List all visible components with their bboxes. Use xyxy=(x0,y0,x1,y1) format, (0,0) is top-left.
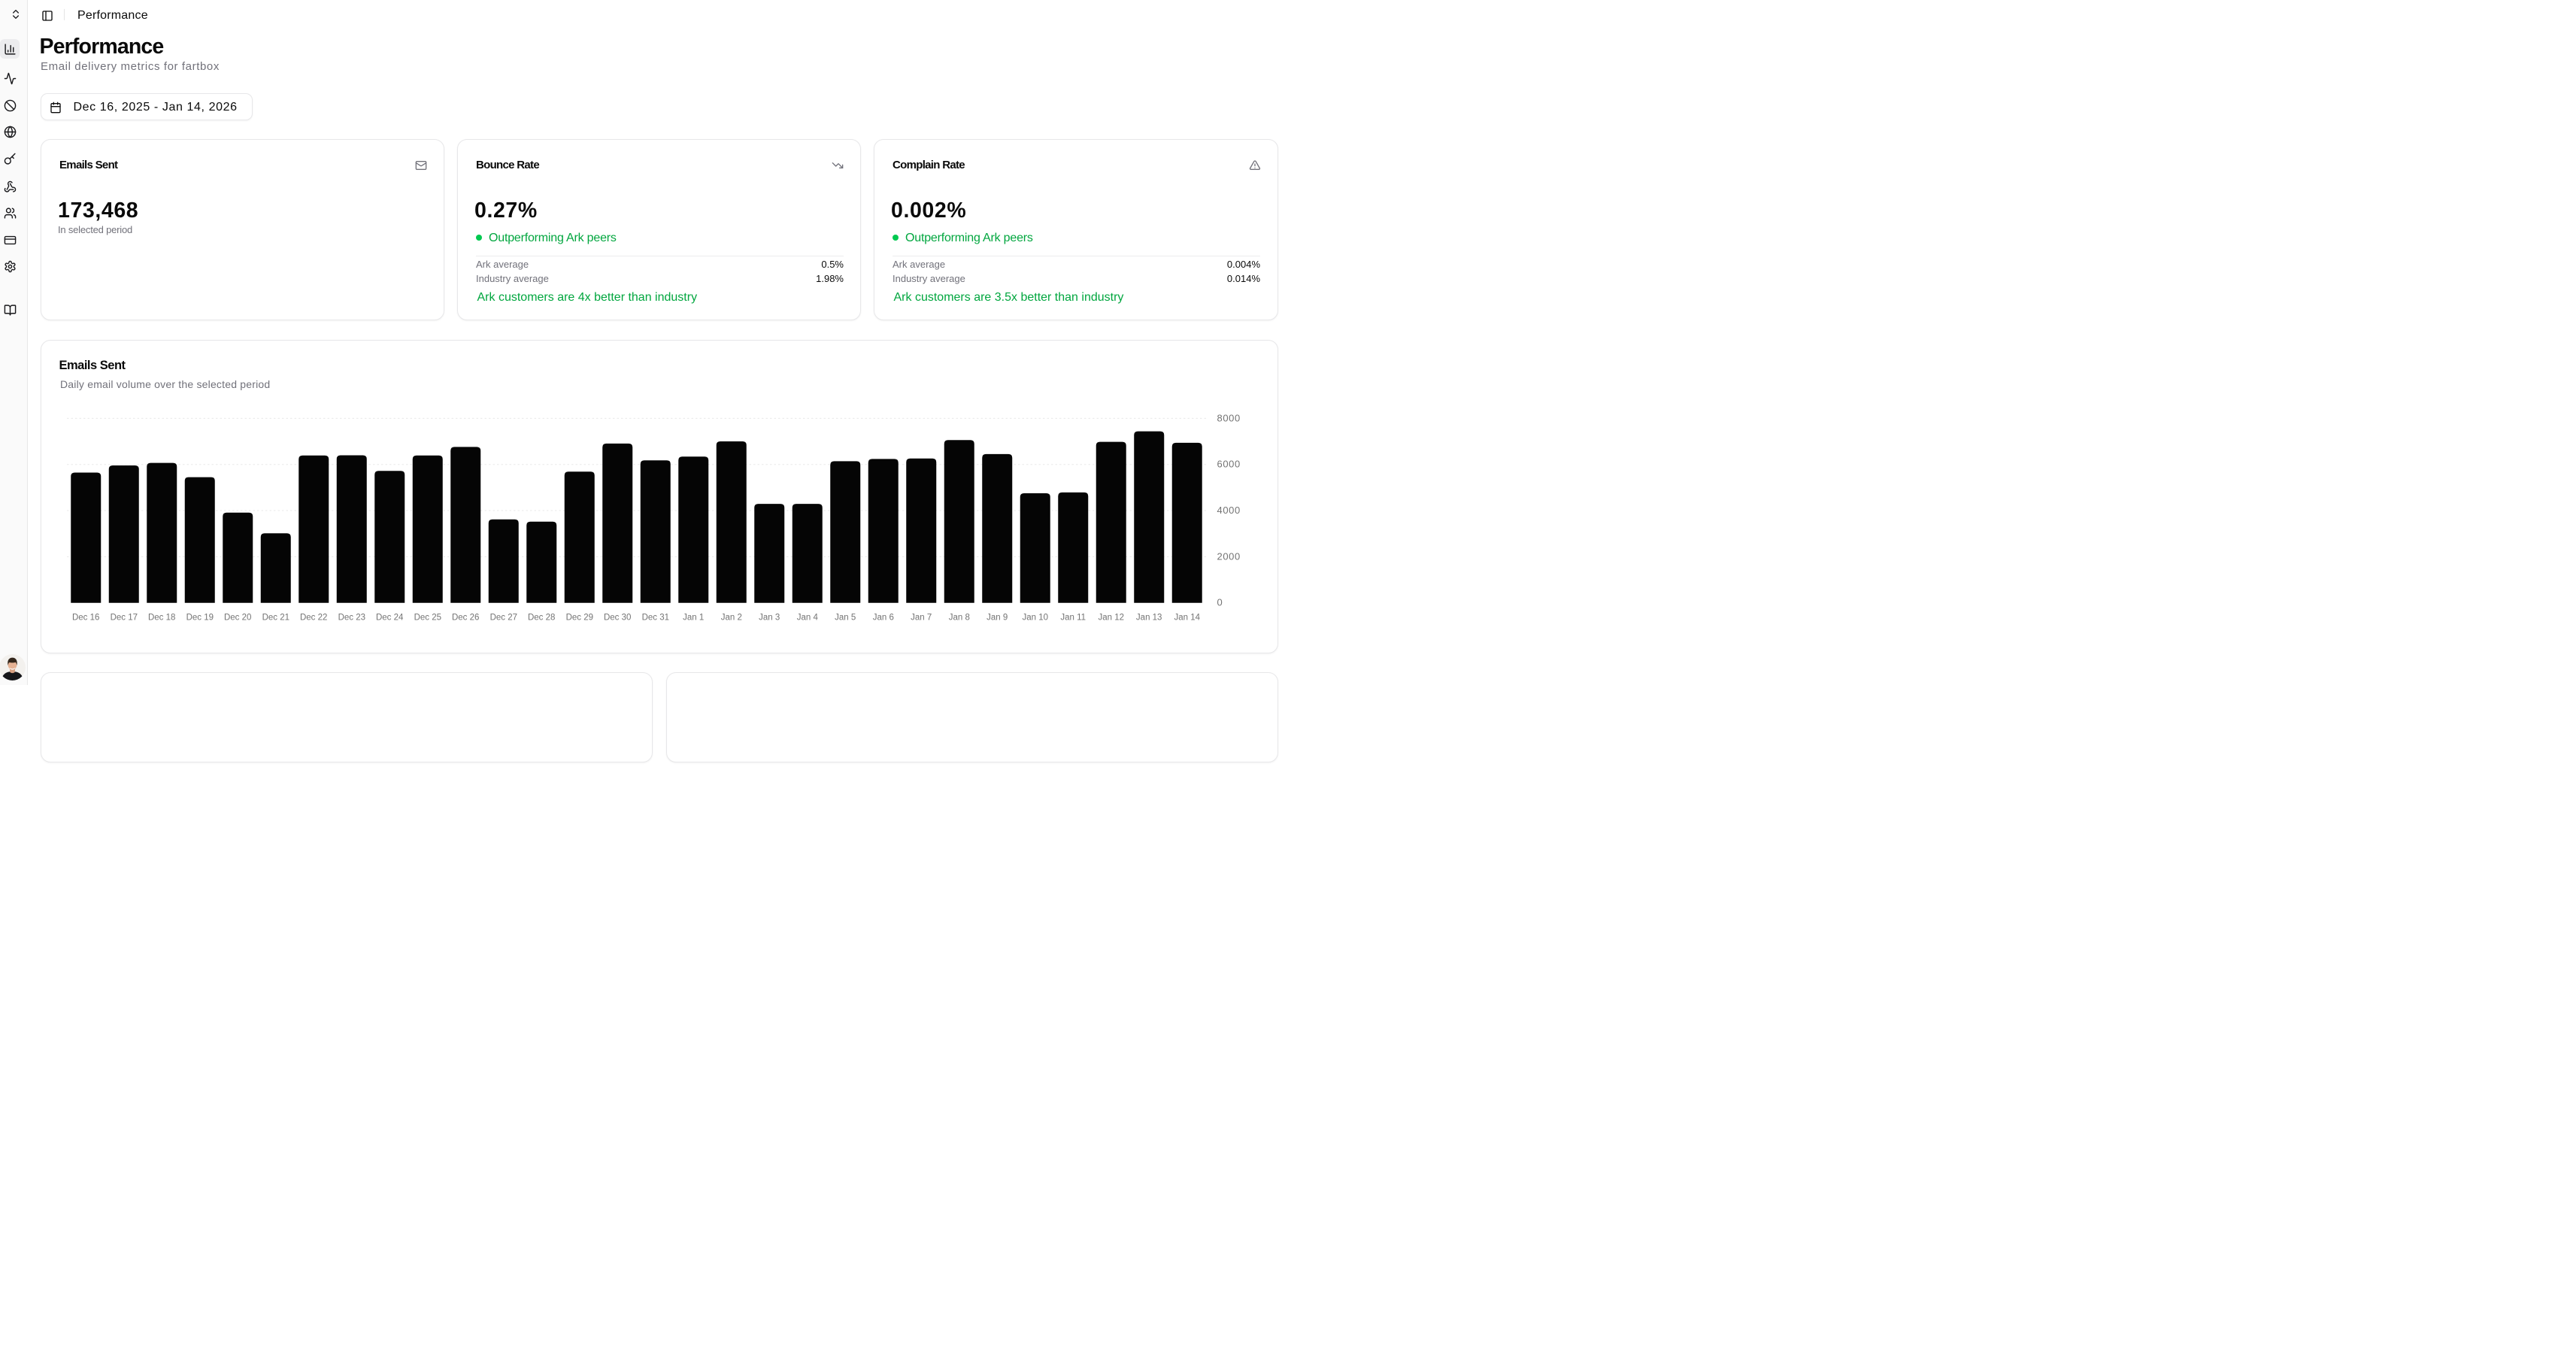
svg-text:0: 0 xyxy=(1217,596,1223,608)
svg-text:Dec 24: Dec 24 xyxy=(376,613,404,622)
svg-text:Jan 13: Jan 13 xyxy=(1136,613,1162,622)
svg-text:Jan 5: Jan 5 xyxy=(835,613,856,622)
svg-text:Dec 26: Dec 26 xyxy=(452,613,479,622)
svg-text:Jan 14: Jan 14 xyxy=(1174,613,1201,622)
svg-text:Jan 3: Jan 3 xyxy=(759,613,780,622)
svg-text:Dec 28: Dec 28 xyxy=(528,613,555,622)
svg-text:Jan 1: Jan 1 xyxy=(683,613,704,622)
svg-text:Dec 19: Dec 19 xyxy=(186,613,214,622)
svg-text:Dec 20: Dec 20 xyxy=(224,613,251,622)
svg-text:Dec 31: Dec 31 xyxy=(642,613,669,622)
svg-text:Dec 27: Dec 27 xyxy=(490,613,517,622)
svg-text:4000: 4000 xyxy=(1217,505,1241,516)
svg-text:Dec 29: Dec 29 xyxy=(566,613,593,622)
svg-text:Jan 6: Jan 6 xyxy=(873,613,894,622)
svg-text:Dec 16: Dec 16 xyxy=(72,613,99,622)
svg-text:Dec 17: Dec 17 xyxy=(111,613,138,622)
svg-text:Jan 9: Jan 9 xyxy=(986,613,1008,622)
svg-text:Jan 11: Jan 11 xyxy=(1060,613,1086,622)
svg-text:Dec 18: Dec 18 xyxy=(148,613,175,622)
svg-text:Jan 7: Jan 7 xyxy=(911,613,932,622)
svg-text:6000: 6000 xyxy=(1217,458,1241,469)
svg-text:Jan 10: Jan 10 xyxy=(1023,613,1049,622)
svg-text:Dec 25: Dec 25 xyxy=(414,613,441,622)
svg-text:Dec 22: Dec 22 xyxy=(300,613,327,622)
svg-text:Dec 30: Dec 30 xyxy=(604,613,631,622)
svg-text:Jan 12: Jan 12 xyxy=(1099,613,1125,622)
svg-text:Dec 23: Dec 23 xyxy=(338,613,365,622)
svg-text:Dec 21: Dec 21 xyxy=(262,613,289,622)
svg-text:Jan 4: Jan 4 xyxy=(797,613,819,622)
svg-text:Jan 8: Jan 8 xyxy=(949,613,970,622)
svg-text:Jan 2: Jan 2 xyxy=(721,613,742,622)
svg-text:2000: 2000 xyxy=(1217,550,1241,562)
svg-text:8000: 8000 xyxy=(1217,412,1241,423)
